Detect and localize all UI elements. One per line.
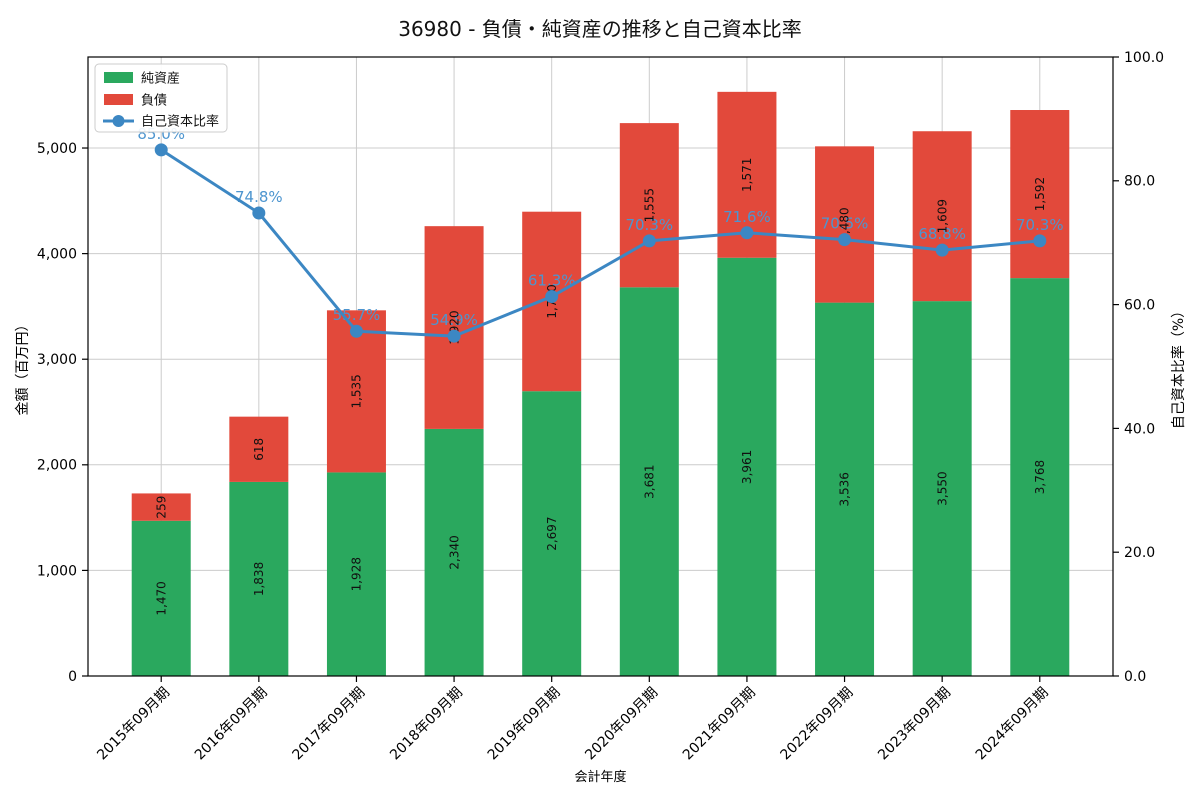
- bar-value-label-liability: 1,571: [740, 158, 754, 192]
- bar-value-label-liability: 1,592: [1033, 177, 1047, 211]
- bar-value-label-equity: 1,470: [154, 581, 168, 615]
- bar-value-label-equity: 3,536: [838, 472, 852, 506]
- y-axis-left-tick-label: 1,000: [37, 563, 77, 579]
- bar-segment-equity: [815, 302, 875, 676]
- y-axis-left-tick-label: 4,000: [37, 247, 77, 263]
- legend-label-equity: 純資産: [141, 71, 180, 87]
- bar-value-label-equity: 1,928: [350, 557, 364, 591]
- bar-value-label-equity: 3,681: [643, 464, 657, 498]
- equity-ratio-marker: [935, 243, 949, 257]
- bar-segment-equity: [326, 472, 386, 676]
- bar-value-label-liability: 618: [252, 438, 266, 461]
- equity-ratio-label: 74.8%: [235, 188, 283, 206]
- x-axis-tick-label: 2024年09月期: [973, 685, 1052, 764]
- equity-ratio-marker: [642, 234, 656, 248]
- y-axis-right-tick-label: 80.0: [1124, 174, 1155, 190]
- bar-segment-equity: [229, 481, 289, 676]
- x-axis-tick-label: 2020年09月期: [582, 685, 661, 764]
- equity-ratio-marker: [1033, 234, 1047, 248]
- equity-ratio-label: 68.8%: [918, 225, 966, 243]
- bar-segment-equity: [912, 301, 972, 676]
- y-axis-left-tick-label: 0: [68, 669, 77, 685]
- x-axis-tick-label: 2016年09月期: [192, 685, 271, 764]
- y-axis-right-tick-label: 100.0: [1124, 50, 1164, 66]
- bar-segment-liability: [815, 146, 875, 303]
- legend-swatch-liability: [104, 94, 133, 105]
- bar-segment-equity: [522, 391, 582, 676]
- x-axis-title: 会計年度: [574, 769, 626, 785]
- equity-ratio-label: 55.7%: [333, 306, 381, 324]
- bar-segment-liability: [131, 493, 191, 521]
- bar-value-label-equity: 1,838: [252, 562, 266, 596]
- x-axis-tick-label: 2015年09月期: [94, 685, 173, 764]
- legend-label-ratio: 自己資本比率: [141, 114, 219, 130]
- equity-ratio-label: 54.9%: [430, 311, 478, 329]
- bar-value-label-equity: 3,550: [935, 471, 949, 505]
- equity-ratio-label: 71.6%: [723, 208, 771, 226]
- bar-value-label-liability: 1,480: [838, 207, 852, 241]
- y-axis-title-left: 金額（百万円）: [15, 318, 31, 416]
- y-axis-right-tick-label: 40.0: [1124, 421, 1155, 437]
- legend-swatch-equity: [104, 72, 133, 83]
- x-axis-tick-label: 2018年09月期: [387, 685, 466, 764]
- y-axis-right-tick-label: 60.0: [1124, 298, 1155, 314]
- bar-value-label-liability: 259: [154, 496, 168, 519]
- bar-segment-equity: [1010, 278, 1070, 676]
- equity-ratio-label: 70.5%: [821, 215, 869, 233]
- equity-ratio-marker: [154, 143, 168, 157]
- y-axis-left-tick-label: 3,000: [37, 352, 77, 368]
- y-axis-right-tick-label: 0.0: [1124, 669, 1146, 685]
- bar-value-label-liability: 1,555: [643, 188, 657, 222]
- equity-ratio-label: 70.3%: [625, 216, 673, 234]
- bar-segment-liability: [619, 123, 679, 288]
- equity-ratio-marker: [349, 324, 363, 338]
- equity-ratio-marker: [740, 226, 754, 240]
- legend-marker-ratio: [112, 115, 125, 127]
- x-axis-tick-label: 2023年09月期: [875, 685, 954, 764]
- bar-segment-equity: [131, 520, 191, 676]
- bar-value-label-liability: 1,535: [350, 374, 364, 408]
- bar-segment-equity: [717, 257, 777, 676]
- x-axis-tick-label: 2017年09月期: [289, 685, 368, 764]
- x-axis-tick-label: 2019年09月期: [485, 685, 564, 764]
- equity-ratio-marker: [447, 329, 461, 343]
- legend-label-liability: 負債: [141, 94, 167, 109]
- y-axis-left-tick-label: 2,000: [37, 458, 77, 474]
- bar-value-label-equity: 2,697: [545, 516, 559, 550]
- equity-ratio-marker: [252, 206, 266, 220]
- axis-spine: [87, 56, 1114, 677]
- equity-ratio-line: [159, 148, 1042, 338]
- equity-ratio-label: 61.3%: [528, 272, 576, 290]
- bar-segment-liability: [229, 416, 289, 482]
- bar-segment-equity: [424, 428, 484, 676]
- bar-value-label-liability: 1,609: [935, 199, 949, 233]
- equity-ratio-marker: [545, 290, 559, 304]
- bar-segment-liability: [1010, 110, 1070, 279]
- chart-title: 36980 - 負債・純資産の推移と自己資本比率: [398, 17, 802, 41]
- y-axis-right-tick-label: 20.0: [1124, 545, 1155, 561]
- bar-segment-liability: [912, 131, 972, 302]
- bar-value-label-equity: 3,768: [1033, 460, 1047, 494]
- equity-ratio-label: 70.3%: [1016, 216, 1064, 234]
- bar-value-label-equity: 3,961: [740, 450, 754, 484]
- equity-ratio-marker: [838, 233, 852, 247]
- x-axis-tick-label: 2021年09月期: [680, 685, 759, 764]
- x-axis-tick-label: 2022年09月期: [778, 685, 857, 764]
- bar-segment-equity: [619, 287, 679, 676]
- y-axis-title-right: 自己資本比率（%）: [1170, 304, 1187, 429]
- y-axis-left-tick-label: 5,000: [37, 141, 77, 157]
- bar-value-label-equity: 2,340: [447, 535, 461, 569]
